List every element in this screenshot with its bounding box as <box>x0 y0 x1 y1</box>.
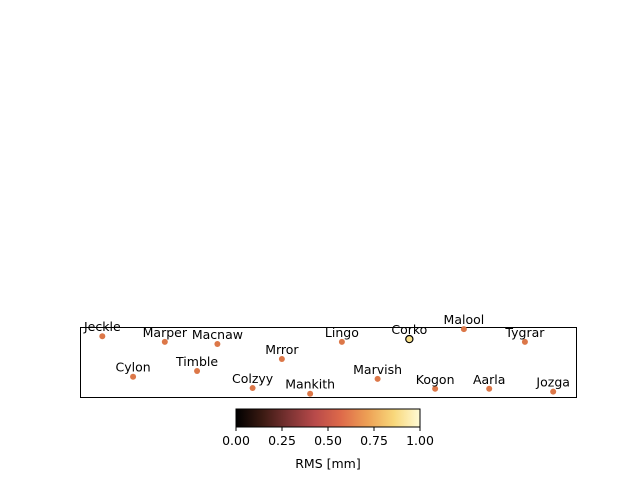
station-label-timble: Timble <box>175 354 218 369</box>
station-point-marvish <box>374 375 381 382</box>
station-point-colzyy <box>249 385 256 392</box>
station-point-mankith <box>307 390 314 397</box>
colorbar: 0.00 0.25 0.50 0.75 1.00 RMS [mm] <box>222 408 434 471</box>
station-label-macnaw: Macnaw <box>192 327 243 342</box>
station-label-kogon: Kogon <box>416 372 455 387</box>
station-label-marper: Marper <box>143 325 188 340</box>
station-labels: Jeckle Marper Macnaw Lingo Corko Malool Tygrar… <box>83 312 570 392</box>
colorbar-ticks: 0.00 0.25 0.50 0.75 1.00 <box>222 427 434 448</box>
station-label-colzyy: Colzyy <box>232 371 274 386</box>
station-point-marper <box>161 338 168 345</box>
plot-frame <box>80 327 577 398</box>
station-label-cylon: Cylon <box>115 360 150 375</box>
station-label-jozga: Jozga <box>535 375 570 390</box>
station-point-macnaw <box>214 341 221 348</box>
station-label-mrror: Mrror <box>265 342 299 357</box>
station-point-aarla <box>486 385 493 392</box>
station-point-tygrar <box>521 338 528 345</box>
station-label-jeckle: Jeckle <box>83 319 121 334</box>
station-label-corko: Corko <box>391 322 427 337</box>
colorbar-tick-label: 0.25 <box>268 433 296 448</box>
colorbar-tick-label: 1.00 <box>406 433 434 448</box>
station-label-tygrar: Tygrar <box>504 325 545 340</box>
colorbar-label: RMS [mm] <box>295 456 361 471</box>
colorbar-gradient <box>235 408 421 428</box>
station-label-marvish: Marvish <box>353 362 402 377</box>
station-label-aarla: Aarla <box>473 372 505 387</box>
station-point-corko <box>405 334 414 344</box>
colorbar-tick-label: 0.00 <box>222 433 250 448</box>
data-points <box>99 326 557 397</box>
station-point-lingo <box>338 338 345 345</box>
station-point-timble <box>194 368 201 375</box>
station-point-kogon <box>432 385 439 392</box>
station-label-malool: Malool <box>444 312 485 327</box>
colorbar-tick-label: 0.50 <box>314 433 342 448</box>
colorbar-tick-label: 0.75 <box>360 433 388 448</box>
station-point-malool <box>460 326 467 333</box>
station-label-lingo: Lingo <box>325 325 359 340</box>
station-point-mrror <box>278 355 285 362</box>
station-point-jozga <box>550 388 557 395</box>
station-label-mankith: Mankith <box>285 377 335 392</box>
station-point-jeckle <box>99 333 106 340</box>
station-point-cylon <box>130 373 137 380</box>
